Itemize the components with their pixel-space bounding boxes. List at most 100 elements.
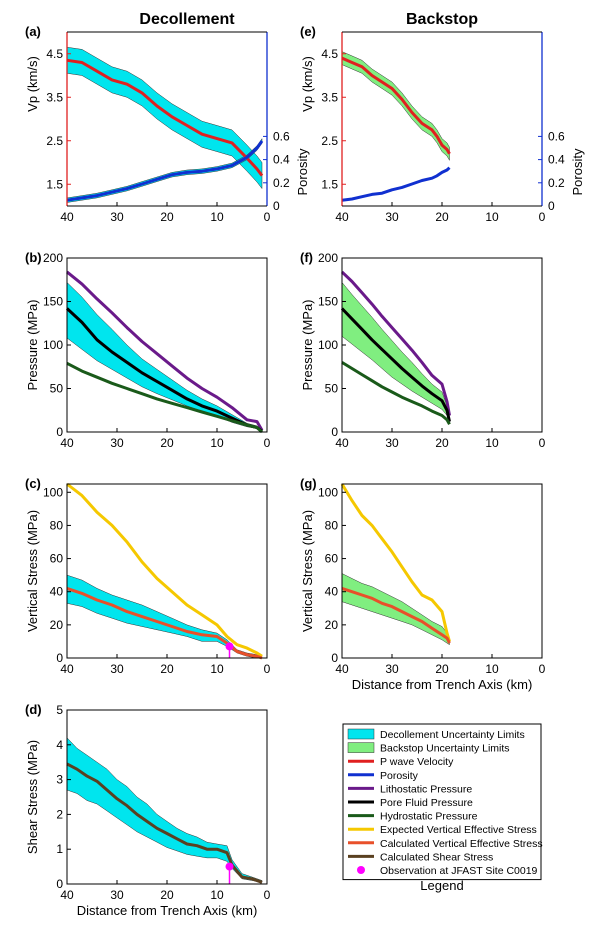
x-tick-label: 10 (210, 662, 224, 676)
vp-axis-tick: 2.5 (321, 134, 338, 148)
x-tick-label: 40 (335, 662, 349, 676)
uncertainty-band (66, 46, 263, 190)
legend-item-label: Pore Fluid Pressure (380, 797, 473, 809)
panel-label-f: (f) (300, 250, 313, 265)
x-tick-label: 0 (264, 436, 271, 450)
uncertainty-band (341, 51, 450, 162)
y-axis-tick: 4 (56, 738, 63, 752)
x-tick-label: 40 (60, 888, 74, 902)
vp-axis-label: Vp (km/s) (300, 56, 315, 112)
y-axis-tick: 0 (331, 425, 338, 439)
panel-label-d: (d) (25, 702, 42, 717)
y-axis-tick: 3 (56, 773, 63, 787)
porosity-axis-tick: 0.2 (273, 176, 290, 190)
x-tick-label: 40 (60, 436, 74, 450)
x-tick-label: 30 (110, 888, 124, 902)
legend-item-label: Hydrostatic Pressure (380, 811, 478, 823)
legend-item-label: Calculated Shear Stress (380, 851, 493, 863)
x-axis-label: Distance from Trench Axis (km) (77, 903, 258, 918)
y-axis-tick: 5 (56, 703, 63, 717)
x-tick-label: 0 (539, 436, 546, 450)
y-axis-tick: 60 (50, 552, 64, 566)
porosity-axis-label: Porosity (295, 148, 310, 195)
x-tick-label: 20 (160, 210, 174, 224)
x-tick-label: 10 (485, 210, 499, 224)
x-tick-label: 40 (335, 436, 349, 450)
porosity-axis-tick: 0.4 (273, 153, 290, 167)
x-tick-label: 10 (210, 210, 224, 224)
x-tick-label: 0 (539, 210, 546, 224)
lithostatic-pressure-line (340, 270, 451, 416)
y-axis-tick: 100 (43, 485, 63, 499)
legend-item-label: Backstop Uncertainty Limits (380, 743, 510, 755)
y-axis-tick: 80 (325, 518, 339, 532)
vp-axis-tick: 2.5 (46, 134, 63, 148)
porosity-axis-tick: 0.2 (548, 176, 565, 190)
title-backstop: Backstop (406, 11, 478, 28)
x-tick-label: 10 (210, 888, 224, 902)
legend: Decollement Uncertainty Limits Backstop U… (342, 723, 543, 893)
vp-axis-tick: 4.5 (321, 47, 338, 61)
y-axis-tick: 0 (56, 425, 63, 439)
y-axis-tick: 1 (56, 842, 63, 856)
vp-axis-tick: 3.5 (46, 90, 63, 104)
y-axis-tick: 100 (318, 338, 338, 352)
panel-label-g: (g) (300, 476, 317, 491)
porosity-axis-tick: 0.6 (548, 129, 565, 143)
x-tick-label: 0 (264, 662, 271, 676)
y-axis-tick: 200 (43, 251, 63, 265)
pore-fluid-pressure-line (340, 307, 451, 422)
legend-item-label: Observation at JFAST Site C0019 (380, 865, 538, 877)
x-tick-label: 30 (110, 436, 124, 450)
title-decollement: Decollement (139, 11, 235, 28)
x-tick-label: 30 (385, 662, 399, 676)
x-tick-label: 0 (264, 888, 271, 902)
vp-axis-tick: 4.5 (46, 47, 63, 61)
x-tick-label: 10 (485, 436, 499, 450)
vp-line (66, 58, 264, 177)
calculated-vertical-effective-stress-line (66, 586, 263, 660)
vp-axis-tick: 1.5 (321, 177, 338, 191)
y-axis-tick: 40 (325, 585, 339, 599)
x-tick-label: 40 (335, 210, 349, 224)
y-axis-tick: 100 (318, 485, 338, 499)
legend-item-label: Porosity (380, 770, 419, 782)
porosity-line (341, 166, 451, 202)
x-axis-label: Distance from Trench Axis (km) (352, 677, 533, 692)
y-axis-tick: 2 (56, 807, 63, 821)
y-axis-tick: 50 (325, 382, 339, 396)
lithostatic-pressure-line (66, 270, 264, 432)
vp-line (341, 56, 451, 155)
vp-axis-label: Vp (km/s) (25, 56, 40, 112)
porosity-axis-tick: 0 (273, 199, 280, 213)
vp-axis-tick: 3.5 (321, 90, 338, 104)
legend-item-label: Lithostatic Pressure (380, 783, 472, 795)
panel-label-e: (e) (300, 24, 316, 39)
y-axis-label: Shear Stress (MPa) (25, 740, 40, 854)
y-axis-tick: 0 (331, 651, 338, 665)
x-tick-label: 0 (264, 210, 271, 224)
legend-item-label: Calculated Vertical Effective Stress (380, 838, 543, 850)
x-tick-label: 20 (435, 436, 449, 450)
y-axis-tick: 100 (43, 338, 63, 352)
x-tick-label: 10 (210, 436, 224, 450)
y-axis-tick: 20 (50, 618, 64, 632)
y-axis-tick: 80 (50, 518, 64, 532)
x-tick-label: 0 (539, 662, 546, 676)
porosity-axis-tick: 0.6 (273, 129, 290, 143)
legend-swatch (347, 728, 375, 740)
y-axis-label: Vertical Stress (MPa) (25, 510, 40, 632)
y-axis-tick: 0 (56, 877, 63, 891)
legend-item-label: P wave Velocity (380, 756, 454, 768)
y-axis-tick: 200 (318, 251, 338, 265)
y-axis-label: Pressure (MPa) (25, 299, 40, 390)
porosity-line (66, 140, 264, 202)
x-tick-label: 20 (160, 662, 174, 676)
porosity-axis-label: Porosity (570, 148, 585, 195)
